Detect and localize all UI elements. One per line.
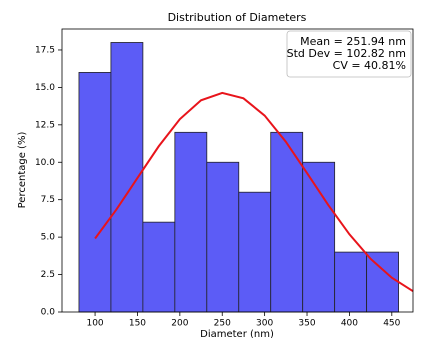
stats-text: Mean = 251.94 nm: [300, 35, 406, 48]
x-tick-label: 250: [214, 319, 231, 329]
bar: [142, 221, 176, 313]
x-tick-label: 100: [86, 319, 103, 329]
y-tick-label: 7.5: [41, 195, 55, 205]
y-tick-label: 12.5: [35, 120, 55, 130]
bar: [366, 251, 399, 313]
x-tick-label: 450: [383, 319, 400, 329]
bar: [334, 251, 368, 313]
y-tick-label: 17.5: [35, 45, 55, 55]
y-axis-label: Percentage (%): [17, 132, 28, 209]
bar: [78, 72, 112, 313]
stats-box: [286, 30, 412, 78]
bar: [270, 131, 304, 313]
plot-frame: [61, 28, 414, 313]
y-tick-label: 10.0: [35, 158, 55, 168]
bar: [174, 131, 208, 313]
y-tick-label: 2.5: [41, 270, 55, 280]
stats-text: CV = 40.81%: [333, 59, 406, 72]
x-tick-label: 150: [129, 319, 146, 329]
chart-title: Distribution of Diameters: [168, 11, 307, 24]
fit-curve: [94, 91, 414, 293]
stats-text: Std Dev = 102.82 nm: [287, 47, 406, 60]
x-tick-label: 400: [341, 319, 358, 329]
x-axis-label: Diameter (nm): [200, 329, 274, 338]
bar: [206, 161, 240, 313]
x-tick-label: 300: [256, 319, 273, 329]
x-tick-label: 200: [171, 319, 188, 329]
bar: [302, 161, 336, 313]
y-tick-label: 5.0: [41, 233, 56, 243]
x-tick-label: 350: [298, 319, 315, 329]
bar: [238, 191, 272, 313]
y-tick-label: 0.0: [41, 308, 56, 318]
y-tick-label: 15.0: [35, 83, 55, 93]
